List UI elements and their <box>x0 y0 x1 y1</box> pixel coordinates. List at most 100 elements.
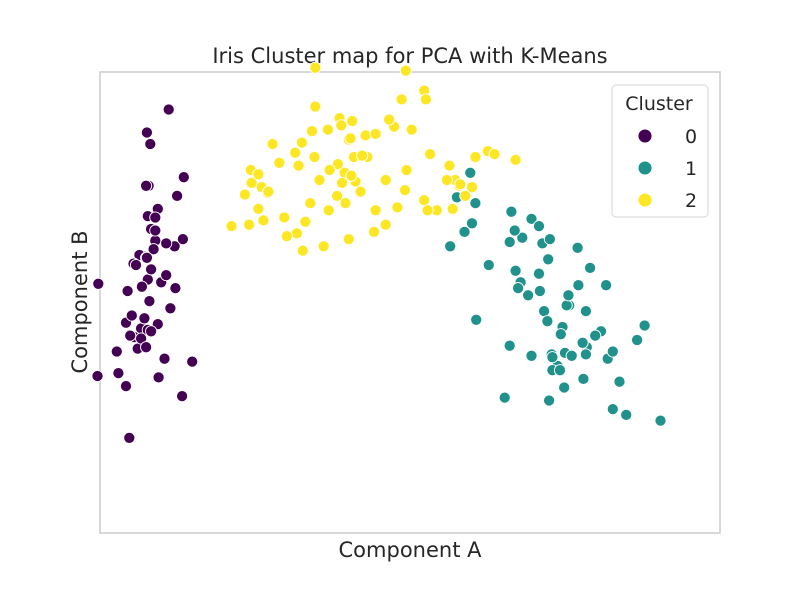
data-point-cluster-0 <box>144 137 157 151</box>
data-point-cluster-2 <box>280 230 293 243</box>
data-point-cluster-2 <box>440 173 453 187</box>
data-point-cluster-1 <box>620 408 633 421</box>
data-point-cluster-0 <box>160 237 173 250</box>
data-point-cluster-0 <box>112 367 125 380</box>
legend-label-cluster-1: 1 <box>685 158 697 180</box>
data-point-cluster-2 <box>299 215 312 228</box>
data-point-cluster-0 <box>164 302 177 315</box>
data-point-cluster-1 <box>538 305 551 318</box>
data-point-cluster-1 <box>503 339 516 352</box>
data-point-cluster-1 <box>631 333 644 347</box>
data-point-cluster-2 <box>418 194 431 207</box>
data-point-cluster-0 <box>171 189 184 202</box>
data-point-cluster-2 <box>379 218 392 231</box>
data-point-cluster-2 <box>289 146 302 159</box>
data-point-cluster-2 <box>317 240 330 253</box>
legend-entries: 0 1 2 <box>637 126 697 212</box>
data-point-cluster-1 <box>558 381 571 394</box>
data-point-cluster-2 <box>278 211 291 224</box>
data-point-cluster-2 <box>398 184 412 197</box>
data-point-cluster-2 <box>305 125 319 138</box>
data-point-cluster-2 <box>383 113 396 126</box>
data-point-cluster-0 <box>140 251 153 264</box>
data-point-cluster-2 <box>295 136 308 149</box>
data-point-cluster-2 <box>405 123 418 136</box>
data-point-cluster-2 <box>322 204 335 217</box>
data-point-cluster-1 <box>525 349 538 362</box>
data-point-cluster-0 <box>119 380 133 393</box>
data-point-cluster-1 <box>532 220 546 233</box>
data-point-cluster-1 <box>565 349 578 362</box>
data-point-cluster-1 <box>482 258 495 272</box>
data-point-cluster-1 <box>465 217 479 230</box>
data-point-cluster-2 <box>243 218 256 231</box>
data-point-cluster-1 <box>560 299 573 312</box>
data-point-cluster-2 <box>369 204 382 217</box>
data-point-cluster-2 <box>238 188 251 201</box>
data-point-cluster-0 <box>91 369 104 383</box>
data-point-cluster-1 <box>654 414 667 427</box>
data-point-cluster-2 <box>356 149 369 162</box>
data-point-cluster-1 <box>589 329 602 342</box>
data-point-cluster-2 <box>421 204 434 217</box>
data-point-cluster-2 <box>336 176 349 189</box>
chart-title: Iris Cluster map for PCA with K-Means <box>212 44 607 68</box>
data-point-cluster-2 <box>266 137 279 151</box>
data-point-cluster-1 <box>606 403 619 416</box>
data-point-cluster-0 <box>143 295 156 308</box>
data-point-cluster-1 <box>469 197 482 210</box>
data-point-cluster-0 <box>121 284 134 298</box>
data-point-cluster-2 <box>465 181 479 194</box>
data-point-cluster-1 <box>505 205 518 218</box>
data-point-cluster-2 <box>369 127 382 140</box>
data-point-cluster-2 <box>391 201 404 214</box>
data-point-cluster-0 <box>140 126 153 139</box>
data-point-cluster-2 <box>257 214 270 227</box>
data-point-cluster-0 <box>124 329 137 342</box>
data-point-cluster-0 <box>125 309 138 322</box>
data-point-cluster-1 <box>613 375 626 388</box>
points-layer <box>91 61 667 444</box>
data-point-cluster-0 <box>152 371 165 384</box>
data-point-cluster-0 <box>158 352 171 365</box>
data-point-cluster-2 <box>400 163 413 177</box>
data-point-cluster-2 <box>509 153 522 166</box>
data-point-cluster-1 <box>541 315 554 328</box>
data-point-cluster-2 <box>331 189 344 202</box>
data-point-cluster-1 <box>458 225 471 238</box>
data-point-cluster-2 <box>252 202 265 215</box>
data-point-cluster-1 <box>464 166 477 179</box>
data-point-cluster-0 <box>169 282 182 295</box>
data-point-cluster-2 <box>321 123 334 136</box>
data-point-cluster-0 <box>138 312 151 325</box>
data-point-cluster-1 <box>554 328 567 341</box>
data-point-cluster-2 <box>331 158 344 171</box>
data-point-cluster-0 <box>129 258 143 272</box>
data-point-cluster-1 <box>522 289 535 302</box>
data-point-cluster-0 <box>186 355 199 368</box>
data-point-cluster-2 <box>339 197 352 210</box>
data-point-cluster-1 <box>543 394 556 407</box>
data-point-cluster-1 <box>546 351 559 364</box>
legend-frame <box>611 84 709 218</box>
data-point-cluster-2 <box>424 148 437 161</box>
data-point-cluster-2 <box>262 185 275 198</box>
data-point-cluster-2 <box>354 185 367 198</box>
legend-marker-cluster-2 <box>637 192 653 208</box>
data-point-cluster-2 <box>469 150 482 164</box>
data-point-cluster-1 <box>470 313 483 326</box>
data-point-cluster-2 <box>443 159 456 172</box>
data-point-cluster-2 <box>308 150 321 164</box>
data-point-cluster-1 <box>498 391 511 404</box>
data-point-cluster-1 <box>600 279 613 292</box>
data-point-cluster-1 <box>508 224 521 237</box>
data-point-cluster-2 <box>313 173 326 187</box>
data-point-cluster-1 <box>579 348 592 361</box>
data-point-cluster-2 <box>459 189 472 202</box>
data-point-cluster-2 <box>379 173 392 187</box>
data-point-cluster-2 <box>346 114 359 128</box>
data-point-cluster-0 <box>160 269 173 282</box>
legend-title: Cluster <box>625 93 693 115</box>
data-point-cluster-1 <box>509 264 522 277</box>
data-point-cluster-2 <box>419 93 432 106</box>
